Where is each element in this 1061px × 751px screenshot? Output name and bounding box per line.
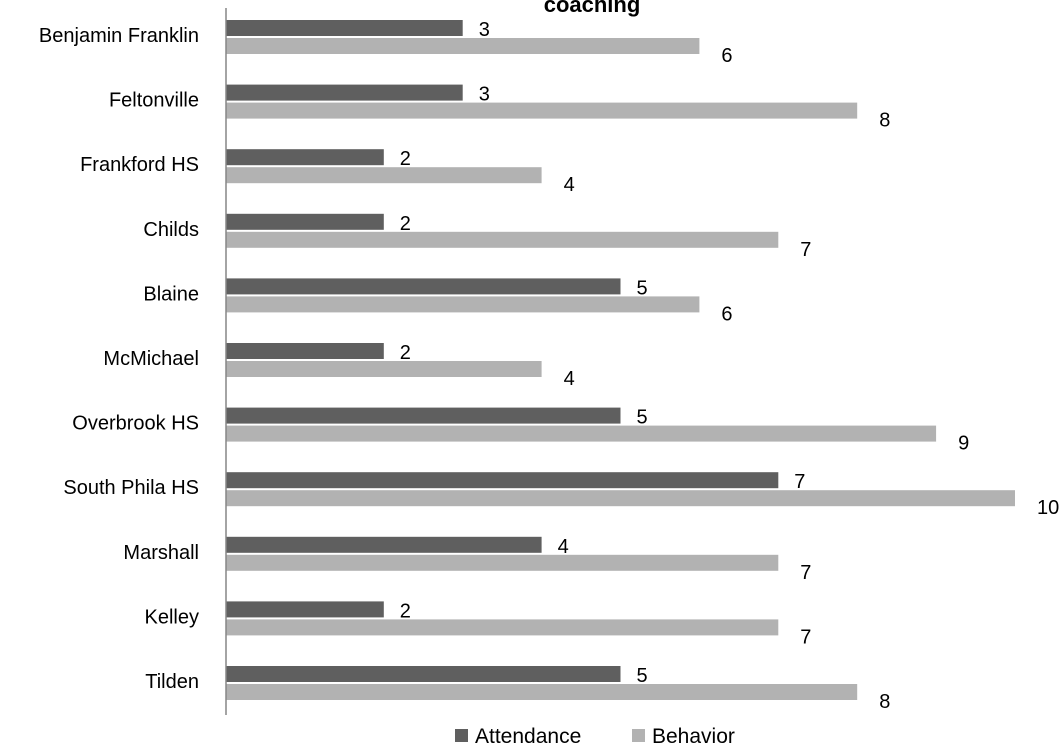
category-label: McMichael — [103, 348, 199, 370]
bar-attendance — [226, 536, 542, 553]
bar-behavior — [226, 38, 700, 54]
category-label: Kelley — [145, 606, 199, 628]
category-label: Overbrook HS — [72, 413, 199, 435]
category-label: Frankford HS — [80, 154, 199, 176]
data-label-attendance: 3 — [479, 19, 490, 41]
data-label-attendance: 2 — [400, 600, 411, 622]
bar-behavior — [226, 490, 1015, 507]
bar-attendance — [226, 84, 463, 101]
category-label: Blaine — [143, 283, 199, 305]
category-label: Tilden — [145, 671, 199, 693]
bar-attendance — [226, 213, 384, 230]
bar-attendance — [226, 343, 384, 359]
bar-behavior — [226, 684, 858, 700]
data-label-behavior: 9 — [958, 433, 969, 455]
data-label-behavior: 6 — [721, 45, 732, 67]
data-label-attendance: 2 — [400, 342, 411, 364]
bar-behavior — [226, 231, 779, 248]
bar-attendance — [226, 407, 621, 424]
data-label-attendance: 5 — [637, 407, 648, 429]
data-label-behavior: 7 — [800, 562, 811, 584]
category-label: Benjamin Franklin — [39, 25, 199, 47]
bar-behavior — [226, 167, 542, 184]
data-label-behavior: 8 — [879, 691, 890, 713]
bar-behavior — [226, 102, 858, 119]
bar-attendance — [226, 666, 621, 682]
bar-behavior — [226, 554, 779, 571]
data-label-behavior: 4 — [564, 368, 575, 390]
legend-label-behavior: Behavior — [652, 725, 735, 748]
bar-attendance — [226, 472, 779, 489]
chart-title: coaching — [544, 0, 641, 17]
category-label: South Phila HS — [63, 477, 199, 499]
plot-area: Benjamin Franklin 3 6 Feltonville 3 8 Frankfor… — [39, 19, 1059, 713]
data-label-attendance: 5 — [637, 277, 648, 299]
data-label-attendance: 3 — [479, 84, 490, 106]
data-label-behavior: 7 — [800, 239, 811, 261]
data-label-attendance: 2 — [400, 213, 411, 235]
data-label-behavior: 8 — [879, 110, 890, 132]
data-label-attendance: 7 — [794, 471, 805, 493]
bar-behavior — [226, 425, 937, 442]
bar-behavior — [226, 361, 542, 377]
category-label: Feltonville — [109, 90, 199, 112]
data-label-behavior: 7 — [800, 626, 811, 648]
data-label-attendance: 2 — [400, 148, 411, 170]
bar-attendance — [226, 278, 621, 295]
bar-attendance — [226, 149, 384, 166]
legend-swatch-behavior — [632, 729, 645, 742]
category-label: Marshall — [123, 542, 199, 564]
data-label-behavior: 10 — [1037, 497, 1059, 519]
bar-behavior — [226, 296, 700, 313]
bar-attendance — [226, 601, 384, 618]
legend: Attendance Behavior — [455, 725, 735, 748]
bar-behavior — [226, 619, 779, 636]
legend-swatch-attendance — [455, 729, 468, 742]
data-label-attendance: 5 — [637, 665, 648, 687]
category-label: Childs — [143, 219, 199, 241]
data-label-behavior: 6 — [721, 303, 732, 325]
data-label-behavior: 4 — [564, 174, 575, 196]
data-label-attendance: 4 — [558, 536, 569, 558]
legend-label-attendance: Attendance — [475, 725, 581, 748]
bar-attendance — [226, 20, 463, 36]
